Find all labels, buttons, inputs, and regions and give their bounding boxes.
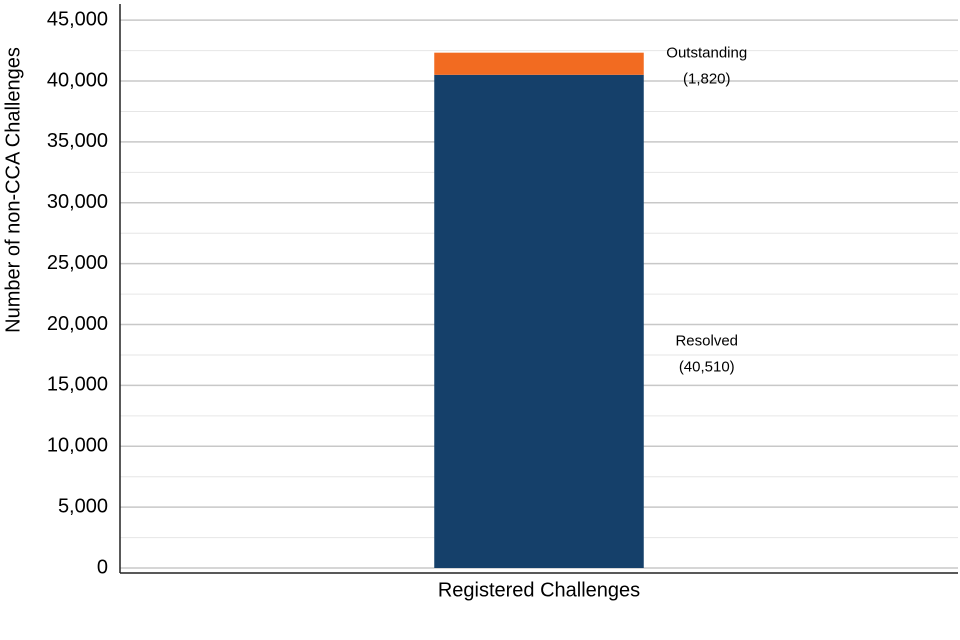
y-tick-label: 20,000 xyxy=(47,313,108,335)
data-label-name: Outstanding xyxy=(666,45,747,62)
y-axis-title: Number of non-CCA Challenges xyxy=(2,47,24,333)
y-tick-label: 40,000 xyxy=(47,69,108,91)
y-tick-label: 15,000 xyxy=(47,374,108,396)
y-tick-label: 30,000 xyxy=(47,191,108,213)
y-tick-label: 5,000 xyxy=(58,495,108,517)
x-tick-label: Registered Challenges xyxy=(438,579,640,601)
bar-segment xyxy=(434,74,644,569)
y-tick-label: 25,000 xyxy=(47,252,108,274)
y-tick-label: 45,000 xyxy=(47,8,108,30)
y-tick-label: 35,000 xyxy=(47,130,108,152)
y-tick-label: 10,000 xyxy=(47,435,108,457)
bar-segment xyxy=(434,52,644,75)
data-label: (40,510) xyxy=(679,358,735,375)
data-label: (1,820) xyxy=(683,71,731,88)
data-label-name: Resolved xyxy=(675,332,738,349)
y-tick-label: 0 xyxy=(97,556,108,578)
